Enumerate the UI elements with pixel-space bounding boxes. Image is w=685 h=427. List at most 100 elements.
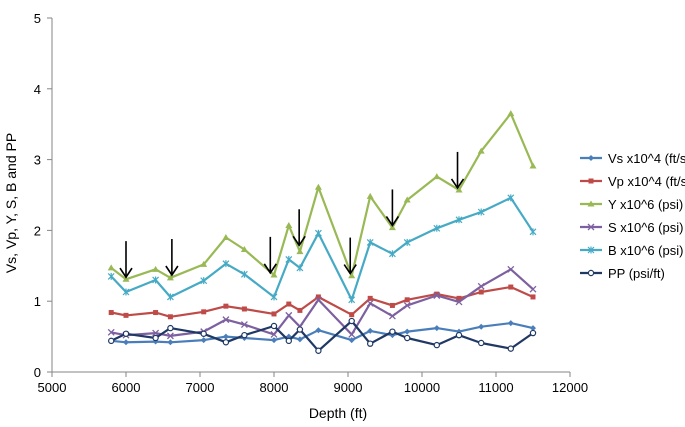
data-point	[152, 276, 160, 284]
data-point	[389, 302, 395, 308]
data-point	[507, 194, 515, 202]
data-point	[529, 285, 537, 293]
data-point	[270, 322, 278, 330]
data-point	[123, 312, 129, 318]
data-point	[200, 330, 207, 337]
legend-marker	[588, 178, 594, 184]
data-point	[477, 147, 485, 154]
data-point	[388, 312, 396, 320]
data-point	[222, 333, 229, 340]
y-tick-label: 0	[34, 365, 41, 380]
data-point	[152, 334, 159, 342]
x-tick-label: 11000	[478, 380, 513, 395]
data-point	[367, 295, 373, 301]
data-point	[240, 321, 248, 329]
x-tick-label: 10000	[404, 380, 440, 395]
x-axis-ticks: 5000 6000 7000 8000 9000 10000 11000 12000	[38, 372, 588, 395]
down-arrow-head	[292, 235, 306, 247]
data-point	[403, 196, 411, 203]
data-point	[529, 162, 537, 169]
data-point	[478, 289, 484, 295]
data-point	[286, 301, 292, 307]
data-point	[241, 331, 248, 339]
data-point	[222, 316, 230, 324]
legend-item: PP (psi/ft)	[580, 266, 665, 281]
legend-label: Y x10^6 (psi)	[608, 197, 683, 212]
data-point	[270, 271, 278, 278]
data-point	[404, 328, 411, 335]
data-point	[349, 312, 355, 318]
data-point	[529, 329, 537, 337]
legend-marker	[587, 246, 595, 254]
data-point	[367, 340, 374, 347]
down-arrow-head	[385, 216, 400, 227]
x-tick-label: 12000	[552, 380, 588, 395]
data-point	[153, 310, 159, 316]
data-point	[433, 224, 441, 232]
data-point	[348, 331, 356, 338]
legend: Vs x10^4 (ft/sec) Vp x10^4 (ft/sec) Y x10^…	[580, 151, 685, 281]
data-point	[388, 224, 396, 231]
data-point	[315, 294, 321, 300]
series-line	[110, 285, 534, 318]
data-point	[222, 233, 230, 240]
data-point	[348, 272, 356, 279]
series-4	[107, 194, 537, 304]
data-point	[296, 336, 303, 343]
data-point	[200, 337, 207, 344]
data-point	[107, 264, 115, 271]
data-point	[348, 317, 355, 325]
data-point	[477, 208, 485, 216]
data-point	[107, 337, 115, 345]
data-point	[152, 329, 160, 337]
data-point	[285, 337, 292, 345]
data-point	[222, 339, 230, 346]
data-point	[167, 339, 174, 346]
data-point	[166, 274, 174, 281]
series-1	[108, 284, 536, 320]
y-tick-label: 1	[34, 294, 41, 309]
y-tick-label: 2	[34, 223, 41, 238]
data-point	[223, 303, 229, 309]
x-axis-title: Depth (ft)	[309, 405, 367, 421]
data-point	[296, 248, 304, 255]
data-point	[296, 326, 304, 333]
legend-label: B x10^6 (psi)	[608, 243, 683, 258]
data-point	[166, 293, 174, 301]
x-tick-label: 6000	[112, 380, 141, 395]
data-point	[433, 173, 441, 180]
data-point	[530, 294, 536, 300]
legend-item: S x10^6 (psi)	[580, 220, 683, 235]
legend-item: B x10^6 (psi)	[580, 243, 683, 258]
legend-marker	[588, 155, 594, 161]
data-point	[122, 275, 130, 282]
data-point	[367, 327, 374, 334]
series-line	[110, 196, 534, 301]
data-point	[455, 216, 463, 224]
data-point	[433, 341, 440, 349]
down-arrow-head	[165, 265, 179, 277]
y-tick-label: 3	[34, 153, 41, 168]
data-point	[508, 284, 514, 290]
arrow-annotations	[119, 151, 465, 279]
series-line	[111, 322, 534, 344]
data-point	[167, 314, 173, 320]
x-tick-label: 5000	[38, 380, 67, 395]
legend-label: Vp x10^4 (ft/sec)	[608, 174, 685, 189]
data-point	[285, 311, 293, 319]
data-point	[477, 282, 485, 290]
legend-label: PP (psi/ft)	[608, 266, 665, 281]
data-point	[122, 288, 130, 296]
data-point	[434, 291, 440, 297]
legend-item: Vs x10^4 (ft/sec)	[580, 151, 685, 166]
down-arrow-head	[450, 178, 465, 190]
data-point	[404, 297, 410, 303]
data-point	[404, 334, 411, 342]
data-point	[456, 295, 462, 301]
data-point	[403, 238, 411, 246]
legend-label: S x10^6 (psi)	[608, 220, 683, 235]
legend-item: Vp x10^4 (ft/sec)	[580, 174, 685, 189]
series-2	[107, 110, 537, 282]
data-point	[314, 183, 322, 190]
